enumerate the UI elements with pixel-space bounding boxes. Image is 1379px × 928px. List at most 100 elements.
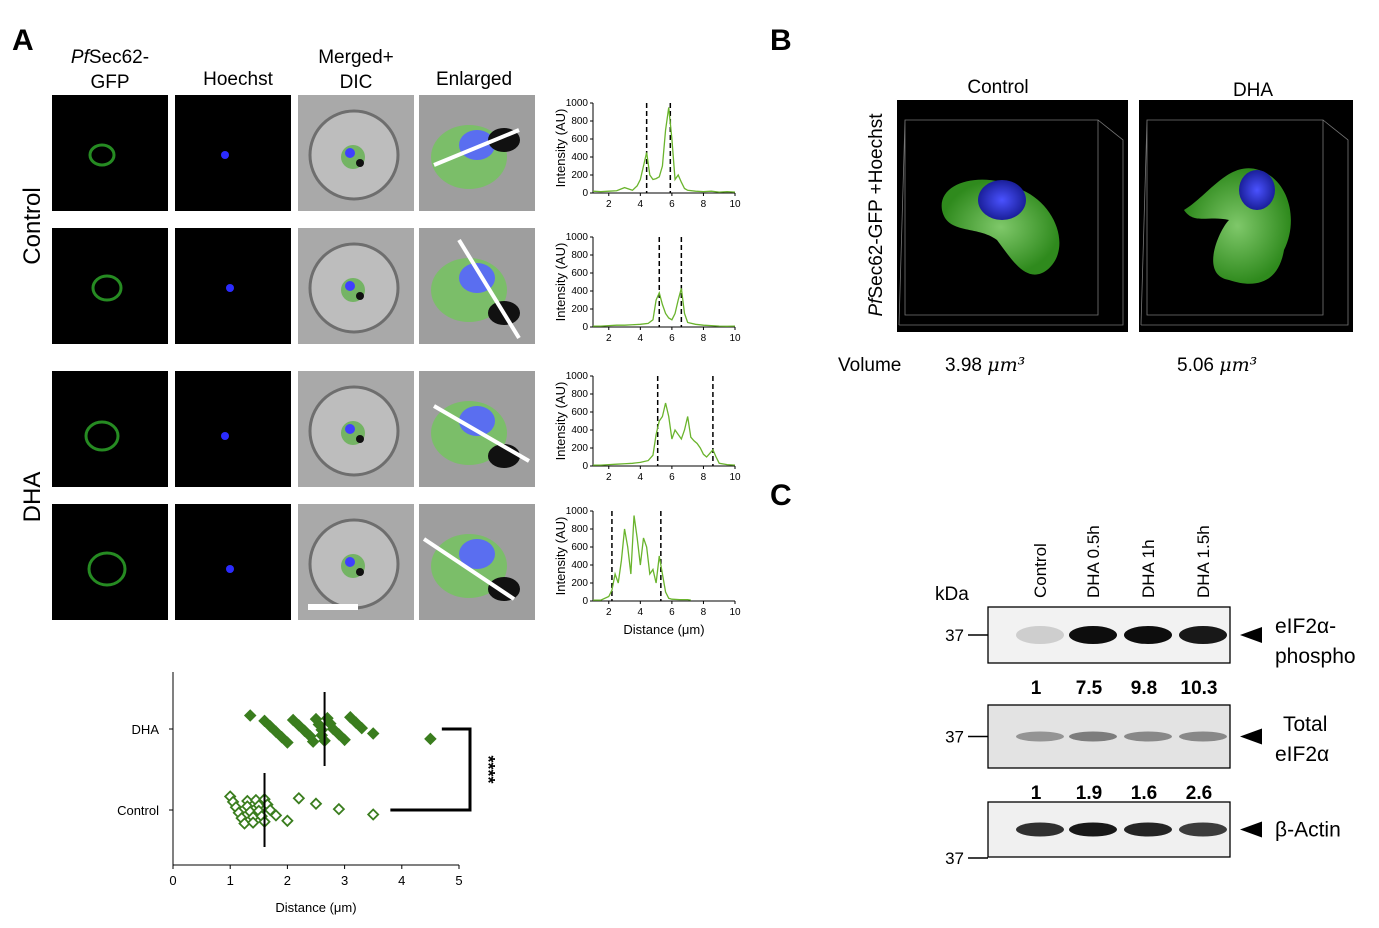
nucleus-signal xyxy=(221,432,229,440)
unit: μm³ xyxy=(1219,354,1257,376)
marker-label: 37 xyxy=(945,626,964,645)
profile-line xyxy=(457,238,521,340)
x-tick-label: 6 xyxy=(669,199,675,210)
blot: 37 Total eIF2α 1 1.9 1.6 2.6 xyxy=(945,704,1329,804)
y-tick-label: 800 xyxy=(571,116,588,127)
x-tick-label: 2 xyxy=(606,472,612,483)
quantification: 1 xyxy=(1031,678,1042,699)
pigment xyxy=(356,568,364,576)
render-3d xyxy=(1139,100,1353,332)
gfp-signal xyxy=(87,551,127,587)
data-point xyxy=(292,792,306,805)
data-point xyxy=(366,727,380,740)
x-tick-label: 5 xyxy=(455,873,462,888)
pigment xyxy=(488,577,520,601)
column-header: GFP xyxy=(90,72,129,93)
quantification: 1.9 xyxy=(1076,783,1102,804)
x-tick-label: 10 xyxy=(729,607,741,618)
data-point xyxy=(424,732,437,746)
y-tick-label: 800 xyxy=(571,524,588,535)
panel-label: C xyxy=(770,479,792,512)
gfp-signal xyxy=(84,420,120,452)
unit: μm³ xyxy=(987,354,1025,376)
label-text: Sec62-GFP +Hoechst xyxy=(866,113,887,299)
y-tick-label: Control xyxy=(117,803,159,818)
y-axis-label: Intensity (AU) xyxy=(553,109,568,188)
quantification: 2.6 xyxy=(1186,783,1212,804)
band xyxy=(1069,626,1117,644)
volume-label: Volume xyxy=(838,355,901,376)
panel-b: Control DHA PfSec62-GFP +Hoechst Volume … xyxy=(838,77,1353,376)
y-tick-label: 1000 xyxy=(566,98,589,109)
y-axis-label: Intensity (AU) xyxy=(553,382,568,461)
x-tick-label: 2 xyxy=(606,199,612,210)
nucleus xyxy=(345,424,355,434)
nucleus-surface xyxy=(978,180,1026,220)
y-tick-label: 0 xyxy=(582,188,588,199)
panel-label: A xyxy=(12,24,34,57)
x-tick-label: 3 xyxy=(341,873,348,888)
image-bg xyxy=(52,228,168,344)
panel-label: B xyxy=(770,24,792,57)
x-tick-label: 8 xyxy=(701,607,707,618)
x-tick-label: 6 xyxy=(669,607,675,618)
number: 3.98 xyxy=(945,355,982,376)
blot-label: eIF2α- xyxy=(1275,615,1336,638)
data-point xyxy=(332,802,346,816)
bounding-box xyxy=(898,119,1124,326)
micrograph xyxy=(419,504,535,620)
arrowhead xyxy=(1240,728,1262,745)
micrograph xyxy=(52,504,168,620)
profile-line xyxy=(432,404,531,463)
x-tick-label: 4 xyxy=(638,333,644,344)
micrograph xyxy=(419,95,535,211)
gfp-signal xyxy=(91,274,123,302)
x-tick-label: 4 xyxy=(638,199,644,210)
band xyxy=(1069,822,1117,837)
render-3d xyxy=(897,100,1128,332)
micrograph xyxy=(298,371,414,487)
x-tick-label: 8 xyxy=(701,333,707,344)
y-tick-label: 1000 xyxy=(566,506,589,517)
arrowhead xyxy=(1240,821,1262,838)
blot-label: phospho xyxy=(1275,645,1356,668)
image-bg xyxy=(175,504,291,620)
nucleus-signal xyxy=(226,565,234,573)
lane-label: Control xyxy=(1031,543,1050,598)
y-tick-label: 200 xyxy=(571,304,588,315)
data-point xyxy=(281,736,294,749)
number: 5.06 xyxy=(1177,355,1214,376)
axis-label: PfSec62-GFP +Hoechst xyxy=(866,113,887,317)
x-tick-label: 1 xyxy=(227,873,234,888)
micrograph xyxy=(175,504,291,620)
y-tick-label: 800 xyxy=(571,250,588,261)
column-header: DIC xyxy=(340,72,373,93)
kda-label: kDa xyxy=(935,584,969,605)
micrograph xyxy=(298,504,414,620)
micrograph xyxy=(52,95,168,211)
x-tick-label: 2 xyxy=(284,873,291,888)
y-tick-label: 600 xyxy=(571,407,588,418)
column-header: Hoechst xyxy=(203,69,273,90)
x-tick-label: 4 xyxy=(638,472,644,483)
micrograph xyxy=(175,95,291,211)
y-tick-label: 0 xyxy=(582,596,588,607)
band xyxy=(1016,731,1064,742)
bounding-box xyxy=(1140,119,1349,326)
quantification: 7.5 xyxy=(1076,678,1103,699)
band xyxy=(1016,626,1064,644)
data-point xyxy=(269,809,283,822)
nucleus xyxy=(459,539,495,569)
band xyxy=(1179,731,1227,742)
intensity-line xyxy=(592,107,736,193)
y-tick-label: DHA xyxy=(132,722,160,737)
italic-text: Pf xyxy=(71,47,91,68)
volume-value: 3.98 μm³ xyxy=(945,354,1025,376)
column-header: Merged+ xyxy=(318,47,394,68)
x-tick-label: 10 xyxy=(729,472,741,483)
condition-label: DHA xyxy=(1233,80,1273,101)
x-tick-label: 2 xyxy=(606,333,612,344)
italic-text: Pf xyxy=(866,297,887,317)
micrograph xyxy=(419,228,535,344)
y-tick-label: 800 xyxy=(571,389,588,400)
